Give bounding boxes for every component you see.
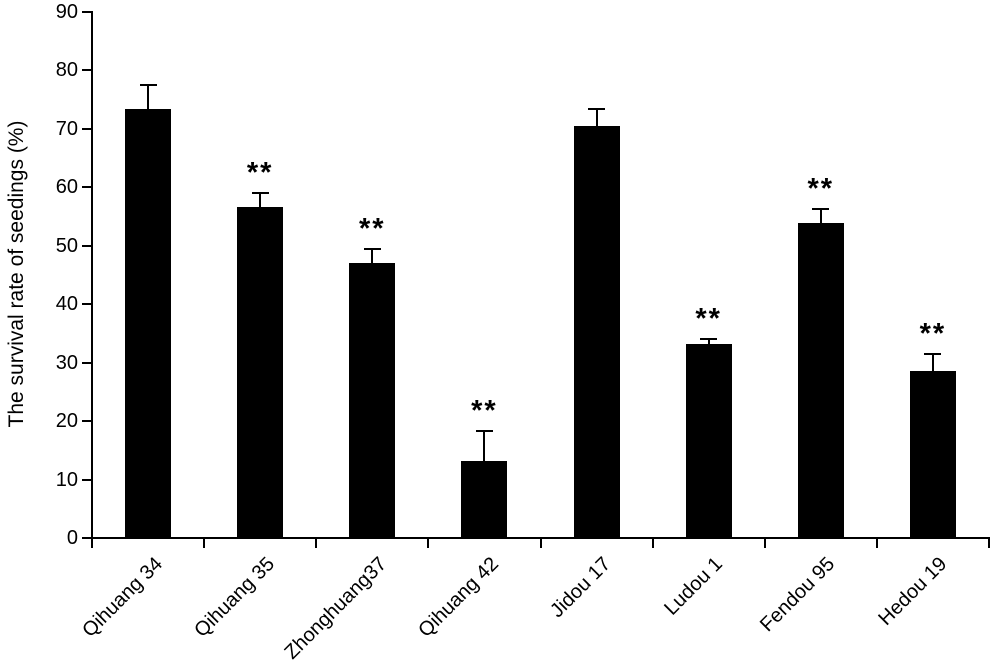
y-tick-label: 20 xyxy=(55,410,78,433)
error-bar-stem-zhonghuang37 xyxy=(371,247,374,263)
x-category-label-text: Ludou 1 xyxy=(660,553,728,620)
y-tick-label: 10 xyxy=(55,468,78,491)
y-tick xyxy=(82,127,91,130)
error-bar-cap-zhonghuang37 xyxy=(363,247,381,250)
y-tick xyxy=(82,420,91,423)
error-bar-cap-hedou-19 xyxy=(924,352,942,355)
x-category-label-text: Qihuang 42 xyxy=(414,553,503,642)
error-bar-stem-qihuang-42 xyxy=(483,430,486,461)
error-bar-cap-fendou-95 xyxy=(812,207,830,210)
error-bar-cap-qihuang-35 xyxy=(251,191,269,194)
x-tick xyxy=(91,539,93,548)
error-bar-stem-qihuang-35 xyxy=(259,191,262,208)
y-tick xyxy=(82,478,91,481)
error-bar-stem-ludou-1 xyxy=(707,337,710,345)
x-category-label-text: Qihuang 35 xyxy=(190,553,279,642)
error-bar-stem-qihuang-34 xyxy=(147,84,150,109)
y-tick-label: 50 xyxy=(55,234,78,257)
significance-marker-ludou-1: ** xyxy=(695,302,722,335)
y-tick xyxy=(82,69,91,72)
x-tick xyxy=(203,539,206,548)
error-bar-cap-ludou-1 xyxy=(700,337,718,340)
x-tick xyxy=(539,539,542,548)
x-tick xyxy=(988,539,990,548)
y-tick xyxy=(82,537,91,539)
x-category-label-text: Hedou 19 xyxy=(874,553,952,630)
bar-qihuang-34 xyxy=(125,108,172,537)
y-axis-title: The survival rate of seedings (%) xyxy=(5,120,28,428)
x-category-label-text: Zhonghuang37 xyxy=(280,553,391,664)
significance-marker-hedou-19: ** xyxy=(919,317,947,350)
x-tick xyxy=(651,539,654,548)
y-tick-label: 80 xyxy=(55,59,78,82)
y-tick xyxy=(82,303,91,306)
x-tick xyxy=(315,539,318,548)
y-tick-label: 90 xyxy=(55,1,78,23)
x-axis-line xyxy=(91,537,990,539)
y-tick-label: 60 xyxy=(55,176,78,199)
significance-marker-fendou-95: ** xyxy=(807,172,835,205)
error-bar-stem-jidou-17 xyxy=(595,108,598,127)
error-bar-cap-qihuang-42 xyxy=(475,430,493,433)
error-bar-stem-fendou-95 xyxy=(819,207,822,224)
error-bar-cap-jidou-17 xyxy=(588,108,606,111)
x-tick xyxy=(763,539,766,548)
y-axis-line xyxy=(91,11,93,539)
bar-fendou-95 xyxy=(797,223,844,537)
error-bar-stem-hedou-19 xyxy=(931,352,934,371)
y-tick xyxy=(82,186,91,189)
y-tick-label: 0 xyxy=(66,527,78,549)
x-tick xyxy=(427,539,430,548)
bar-zhonghuang37 xyxy=(349,262,396,537)
y-tick xyxy=(82,361,91,364)
y-tick-label: 40 xyxy=(55,293,78,316)
bar-ludou-1 xyxy=(685,344,732,537)
x-category-label-text: Fendou 95 xyxy=(756,553,840,637)
y-tick-label: 30 xyxy=(55,351,78,374)
significance-marker-qihuang-35: ** xyxy=(246,156,274,189)
y-tick xyxy=(82,244,91,247)
bar-hedou-19 xyxy=(909,371,956,537)
x-tick xyxy=(875,539,878,548)
significance-marker-qihuang-42: ** xyxy=(471,395,498,428)
y-tick xyxy=(82,11,91,13)
error-bar-cap-qihuang-34 xyxy=(139,84,157,87)
y-tick-label: 70 xyxy=(55,117,78,140)
x-category-label-text: Qihuang 34 xyxy=(77,553,167,642)
bar-qihuang-35 xyxy=(237,207,284,537)
x-category-label-text: Jidou 17 xyxy=(546,553,616,623)
bar-jidou-17 xyxy=(573,126,620,537)
significance-marker-zhonghuang37: ** xyxy=(359,212,386,245)
bar-qihuang-42 xyxy=(461,461,508,537)
